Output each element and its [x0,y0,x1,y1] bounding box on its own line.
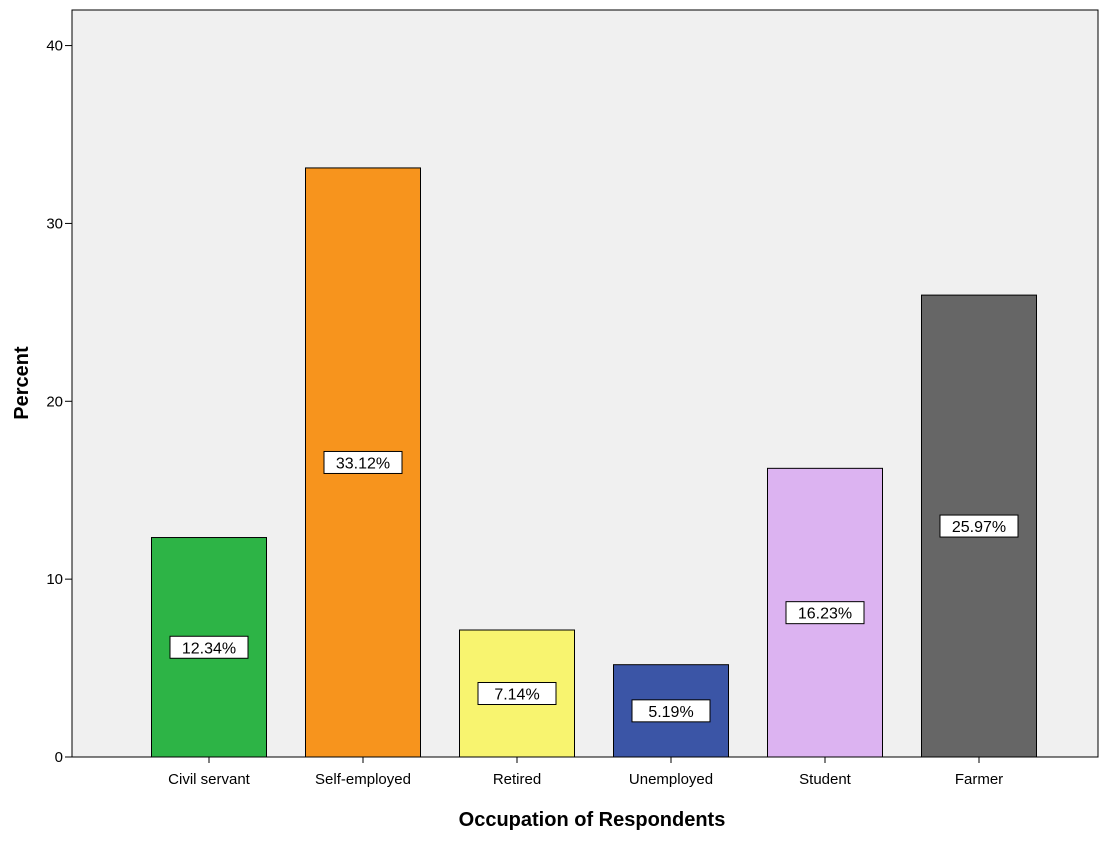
data-label-box-4 [785,601,865,625]
y-axis-title: Percent [11,346,33,420]
data-label-0: 12.34% [182,640,236,657]
data-label-5: 25.97% [952,519,1006,536]
y-tick-label-3: 30 [46,215,63,232]
y-tick-label-4: 40 [46,38,63,55]
y-tick-label-2: 20 [46,393,63,410]
y-tick-label-1: 10 [46,571,63,588]
x-tick-label-0: Civil servant [168,771,251,788]
x-tick-label-3: Unemployed [629,771,713,788]
data-label-3: 5.19% [648,704,693,721]
x-tick-label-2: Retired [493,771,541,788]
y-axis: 0 10 20 30 40 [46,38,72,766]
data-label-box-2 [477,682,557,706]
y-tick-label-0: 0 [55,749,63,766]
data-label-2: 7.14% [494,687,539,704]
x-tick-label-4: Student [799,771,852,788]
data-label-4: 16.23% [798,606,852,623]
x-axis: Civil servant Self-employed Retired Unemplo… [168,757,1003,788]
data-label-box-5 [939,514,1019,538]
data-label-box-3 [631,699,711,723]
data-label-box-1 [323,450,403,474]
data-label-1: 33.12% [336,455,390,472]
x-tick-label-1: Self-employed [315,771,411,788]
x-axis-title: Occupation of Respondents [459,809,726,831]
x-tick-label-5: Farmer [955,771,1003,788]
bars: 12.34% 33.12% 7.14% 5.19% 16.23% 25.97% [151,167,1037,758]
data-label-box-0 [169,635,249,659]
